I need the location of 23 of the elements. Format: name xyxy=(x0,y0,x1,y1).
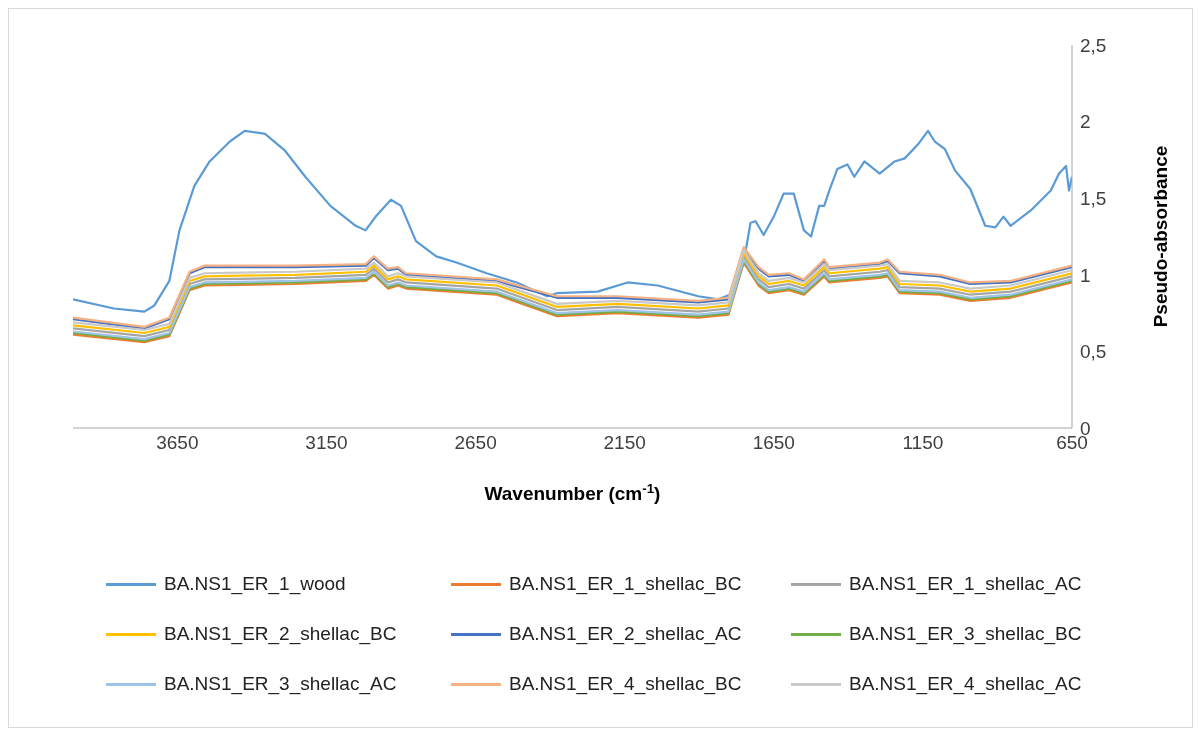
x-tick-label: 2150 xyxy=(603,432,646,454)
y-tick-label: 0,5 xyxy=(1080,341,1107,363)
x-axis-title: Wavenumber (cm$^{-1}$) xyxy=(484,480,661,504)
legend-label: BA.NS1_ER_4_shellac_AC xyxy=(849,673,1082,695)
legend-label: BA.NS1_ER_2_shellac_BC xyxy=(164,623,397,645)
y-tick-label: 1,5 xyxy=(1080,187,1107,209)
x-tick-label: 3150 xyxy=(305,432,348,454)
legend-label: BA.NS1_ER_1_shellac_BC xyxy=(509,573,742,595)
x-tick-label: 1650 xyxy=(752,432,795,454)
legend-label: BA.NS1_ER_2_shellac_AC xyxy=(509,623,742,645)
legend-label: BA.NS1_ER_1_wood xyxy=(164,573,346,595)
legend-label: BA.NS1_ER_4_shellac_BC xyxy=(509,673,742,695)
legend-label: BA.NS1_ER_3_shellac_BC xyxy=(849,623,1082,645)
legend-label: BA.NS1_ER_3_shellac_AC xyxy=(164,673,397,695)
x-tick-label: 2650 xyxy=(454,432,497,454)
y-tick-label: 2 xyxy=(1080,111,1091,133)
y-axis-title: Pseudo-absorbance xyxy=(1149,145,1171,328)
y-tick-label: 2,5 xyxy=(1080,34,1107,56)
x-tick-label: 3650 xyxy=(156,432,199,454)
x-tick-label: 1150 xyxy=(902,432,944,454)
legend-label: BA.NS1_ER_1_shellac_AC xyxy=(849,573,1082,595)
line-series xyxy=(73,129,1072,313)
y-tick-label: 1 xyxy=(1080,264,1091,286)
